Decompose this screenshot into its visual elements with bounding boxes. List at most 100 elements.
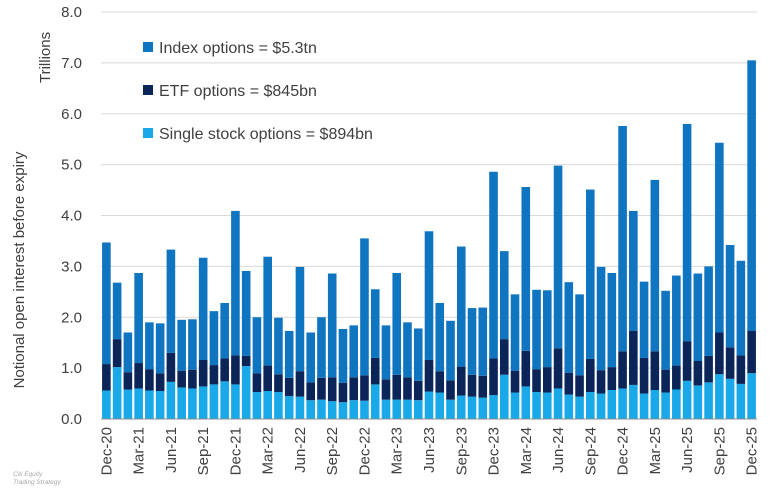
y-tick-label: 4.0 (61, 208, 82, 225)
bar-etf-nov-24 (607, 367, 617, 390)
bar-etf-oct-24 (596, 370, 606, 394)
bar-etf-mar-24 (521, 350, 531, 387)
bar-etf-sep-21 (198, 359, 208, 387)
bar-etf-jun-25 (682, 341, 692, 381)
bar-index-jan-24 (499, 251, 509, 340)
bar-etf-jun-24 (553, 348, 563, 389)
bar-index-jan-23 (370, 289, 380, 358)
x-tick-label: Mar-21 (131, 427, 148, 475)
bar-index-dec-23 (489, 171, 498, 359)
bar-etf-feb-24 (510, 370, 520, 393)
bar-index-jun-25 (682, 123, 692, 342)
bar-etf-jun-23 (424, 359, 434, 392)
x-tick-label: Mar-24 (518, 427, 535, 475)
bar-etf-jan-22 (241, 355, 251, 367)
bar-single-stock-dec-24 (618, 388, 627, 419)
y-tick-label: 7.0 (61, 55, 82, 72)
bar-etf-aug-25 (704, 355, 713, 383)
x-tick-label: Jun-22 (292, 427, 309, 473)
x-tick-label: Dec-21 (227, 427, 244, 475)
bar-etf-jan-24 (499, 339, 509, 375)
bar-index-jul-22 (306, 332, 315, 383)
y-tick-label: 0.0 (61, 411, 82, 428)
legend-swatch-etf (143, 85, 153, 95)
x-tick-label: Mar-25 (647, 427, 664, 475)
bar-single-stock-jun-24 (553, 388, 563, 419)
bar-index-jan-25 (629, 210, 638, 331)
bar-single-stock-mar-24 (521, 386, 531, 419)
bar-etf-oct-22 (338, 382, 348, 403)
source-line-2: Trading Strategy (13, 479, 61, 486)
bar-etf-apr-23 (403, 377, 412, 400)
x-tick-label: Sep-22 (324, 427, 341, 475)
bar-index-aug-23 (446, 320, 455, 381)
bar-index-oct-21 (209, 311, 219, 366)
bar-index-aug-22 (317, 317, 326, 378)
bar-etf-mar-22 (263, 365, 272, 392)
bar-single-stock-dec-23 (489, 395, 498, 419)
bar-single-stock-dec-22 (360, 400, 369, 419)
bar-index-sep-21 (198, 257, 208, 360)
bar-etf-mar-21 (134, 363, 143, 389)
bar-single-stock-nov-22 (349, 400, 359, 419)
bar-single-stock-oct-21 (209, 384, 219, 419)
bar-etf-feb-23 (381, 379, 391, 400)
bar-single-stock-sep-24 (586, 392, 595, 419)
bar-etf-aug-21 (188, 369, 197, 389)
legend-label-index: Index options = $5.3tn (159, 40, 317, 57)
bar-single-stock-oct-22 (338, 402, 348, 419)
bar-single-stock-jan-23 (370, 384, 380, 419)
bar-index-apr-24 (532, 289, 541, 370)
legend-swatch-single-stock (143, 128, 153, 138)
bar-single-stock-sep-22 (327, 401, 337, 419)
bar-index-apr-25 (661, 290, 670, 370)
bar-index-sep-22 (327, 273, 337, 378)
bar-etf-sep-22 (327, 377, 337, 402)
bar-single-stock-may-23 (413, 400, 423, 419)
bar-single-stock-jul-22 (306, 400, 315, 419)
bar-etf-sep-25 (715, 332, 724, 375)
bar-index-mar-25 (650, 179, 660, 352)
bar-etf-jun-21 (166, 352, 176, 382)
bar-index-mar-22 (263, 256, 272, 366)
x-tick-label: Jun-24 (550, 427, 567, 473)
x-tick-label: Sep-25 (711, 427, 728, 475)
y-tick-label: 6.0 (61, 106, 82, 123)
bar-index-may-22 (284, 330, 294, 378)
bar-etf-jul-25 (693, 361, 703, 386)
bar-index-mar-23 (392, 272, 402, 375)
y-axis-unit-label: Trillions (37, 32, 54, 83)
y-tick-label: 1.0 (61, 360, 82, 377)
bar-index-jul-24 (564, 282, 574, 373)
bar-index-may-23 (413, 328, 423, 381)
bar-index-aug-24 (575, 294, 584, 376)
bar-single-stock-jun-22 (295, 396, 305, 419)
bar-single-stock-apr-24 (532, 392, 541, 419)
bar-etf-may-25 (672, 365, 681, 390)
bar-index-oct-23 (467, 308, 477, 375)
bar-single-stock-jun-23 (424, 391, 434, 419)
y-axis-title: Notional open interest before expiry (11, 151, 28, 388)
bar-etf-dec-24 (618, 351, 627, 389)
bar-single-stock-oct-24 (596, 393, 606, 419)
bar-etf-jan-21 (112, 339, 122, 368)
bar-etf-nov-21 (220, 358, 229, 382)
x-tick-label: Sep-23 (453, 427, 470, 475)
bar-single-stock-may-25 (672, 389, 681, 419)
bar-etf-oct-23 (467, 374, 477, 397)
bar-single-stock-nov-21 (220, 381, 229, 419)
bar-single-stock-may-21 (155, 391, 165, 419)
bar-etf-jul-23 (435, 371, 445, 393)
x-tick-label: Dec-22 (356, 427, 373, 475)
bar-single-stock-jan-21 (112, 367, 122, 419)
bar-etf-dec-23 (489, 358, 498, 396)
bar-index-apr-23 (403, 322, 412, 378)
bar-index-dec-22 (360, 238, 369, 376)
bar-etf-mar-25 (650, 351, 660, 391)
bar-index-dec-20 (102, 242, 111, 365)
bar-etf-dec-22 (360, 375, 369, 401)
bar-etf-dec-20 (102, 364, 111, 391)
bar-etf-jul-21 (177, 370, 186, 388)
bar-etf-nov-23 (478, 375, 488, 398)
bar-single-stock-jun-25 (682, 380, 692, 419)
